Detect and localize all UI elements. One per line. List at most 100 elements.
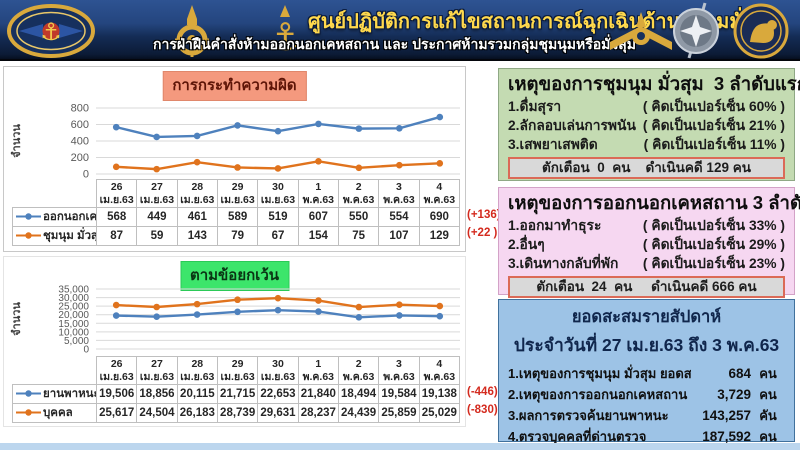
value-cell: 18,494 bbox=[337, 384, 380, 404]
summary-list: 1.เหตุของการชุมนุม มั่วสุม ยอดสะสมรวม 684… bbox=[508, 363, 785, 447]
y-tick-label: 35,000 bbox=[58, 285, 89, 296]
summary-unit: คน bbox=[759, 387, 777, 402]
value-cell: 19,138 bbox=[418, 384, 461, 404]
date-column-header: 30 เม.ย.63 bbox=[257, 356, 299, 385]
table-corner-cell bbox=[12, 179, 97, 208]
value-cell: 75 bbox=[337, 226, 380, 246]
table-row: บุคคล 25,617 24,504 26,183 28,739 29,631 28,23… bbox=[12, 403, 461, 423]
value-cell: 24,439 bbox=[337, 403, 380, 423]
curfew-reasons-panel: เหตุของการออกนอกเคหสถาน 3 ลำดับแรก 1.ออก… bbox=[498, 187, 800, 299]
value-cell: 589 bbox=[216, 207, 259, 227]
royal-thai-navy-emblem-icon: ⚓ bbox=[268, 5, 302, 58]
y-tick-label: 5,000 bbox=[64, 336, 89, 347]
reason-percent: ( คิดเป็นเปอร์เซ็น 23% ) bbox=[642, 256, 785, 272]
summary-row: 4.ตรวจบุคคลที่ด่านตรวจ 187,592 คน bbox=[508, 426, 785, 447]
reason-list: 1.ดื่มสุรา( คิดเป็นเปอร์เซ็น 60% ) 2.ลักล… bbox=[508, 97, 785, 154]
value-cell: 22,653 bbox=[257, 384, 299, 404]
value-cell: 24,504 bbox=[136, 403, 178, 423]
reason-label: 2.อื่นๆ bbox=[508, 237, 545, 253]
date-column-header: 2 พ.ค.63 bbox=[337, 356, 380, 385]
y-axis-label: จำนวน bbox=[10, 302, 23, 336]
summary-unit: คน bbox=[759, 429, 777, 444]
offences-chart-panel: การกระทำความผิด 0 200 400 600 800 จำนวน 26 เม.… bbox=[3, 66, 466, 252]
reason-item: 2.ลักลอบเล่นการพนัน ( คิดเป็นเปอร์เซ็น 21… bbox=[508, 116, 785, 135]
table-row: ชุมนุม มั่วสุม8759143796715475107129 bbox=[12, 226, 461, 246]
value-cell: 129 bbox=[418, 226, 461, 246]
table-corner-cell bbox=[12, 356, 97, 385]
reason-percent: ( คิดเป็นเปอร์เซ็น 60% ) bbox=[642, 99, 785, 115]
summary-label: 1.เหตุของการชุมนุม มั่วสุม ยอดสะสมรวม bbox=[508, 366, 691, 381]
y-tick-label: 30,000 bbox=[58, 293, 89, 304]
value-cell: 461 bbox=[176, 207, 218, 227]
value-cell: 26,183 bbox=[176, 403, 218, 423]
reason-percent: ( คิดเป็นเปอร์เซ็น 29% ) bbox=[642, 237, 785, 253]
value-cell: 79 bbox=[216, 226, 259, 246]
reason-label: 2.ลักลอบเล่นการพนัน bbox=[508, 118, 636, 134]
exemptions-data-table: 26 เม.ย.63 27 เม.ย.63 28 เม.ย.63 29 เม.ย.63 30 เม… bbox=[12, 356, 461, 423]
legend-marker-icon bbox=[16, 390, 41, 398]
legend-cell: ยานพาหนะ bbox=[12, 384, 97, 404]
summary-row: 3.ผลการตรวจค้นยานพาหนะ 143,257 คัน bbox=[508, 405, 785, 426]
date-column-header: 30 เม.ย.63 bbox=[257, 179, 299, 208]
y-tick-label: 0 bbox=[83, 345, 89, 356]
value-cell: 690 bbox=[418, 207, 461, 227]
value-cell: 519 bbox=[257, 207, 299, 227]
value-cell: 607 bbox=[297, 207, 339, 227]
summary-value: 143,257 bbox=[702, 408, 751, 423]
reason-item: 1.ดื่มสุรา ( คิดเป็นเปอร์เซ็น 60% ) bbox=[508, 97, 785, 116]
value-cell: 29,631 bbox=[257, 403, 299, 423]
reason-item: 1.ออกมาทำธุระ ( คิดเป็นเปอร์เซ็น 33% ) bbox=[508, 216, 785, 235]
value-cell: 20,115 bbox=[176, 384, 218, 404]
reason-item: 2.อื่นๆ ( คิดเป็นเปอร์เซ็น 29% ) bbox=[508, 235, 785, 254]
value-cell: 554 bbox=[378, 207, 420, 227]
header-banner: ⚓ ⚓ ศูนย์ปฏิบัติการแก้ไขสถานการณ์ฉุกเฉิน… bbox=[0, 0, 800, 61]
value-cell: 25,617 bbox=[95, 403, 138, 423]
summary-label: 4.ตรวจบุคคลที่ด่านตรวจ bbox=[508, 429, 647, 444]
reason-percent: ( คิดเป็นเปอร์เซ็น 21% ) bbox=[642, 118, 785, 134]
royal-thai-army-emblem-icon bbox=[175, 5, 209, 57]
y-tick-label: 10,000 bbox=[58, 327, 89, 338]
reason-label: 1.ออกมาทำธุระ bbox=[508, 218, 602, 234]
date-column-header: 4 พ.ค.63 bbox=[418, 179, 461, 208]
y-tick-label: 600 bbox=[71, 119, 89, 131]
reason-percent: ( คิดเป็นเปอร์เซ็น 11% ) bbox=[643, 137, 785, 153]
reason-list: 1.ออกมาทำธุระ( คิดเป็นเปอร์เซ็น 33% ) 2.อ… bbox=[508, 216, 785, 273]
value-cell: 87 bbox=[95, 226, 138, 246]
value-cell: 154 bbox=[297, 226, 339, 246]
legend-marker-icon bbox=[16, 213, 41, 221]
reason-label: 3.เดินทางกลับที่พัก bbox=[508, 256, 619, 272]
chart-title-badge: การกระทำความผิด bbox=[162, 71, 307, 101]
date-column-header: 28 เม.ย.63 bbox=[176, 356, 218, 385]
summary-row: 1.เหตุของการชุมนุม มั่วสุม ยอดสะสมรวม 684… bbox=[508, 363, 785, 384]
ministry-of-interior-emblem-icon bbox=[733, 3, 789, 59]
date-column-header: 3 พ.ค.63 bbox=[378, 356, 420, 385]
value-cell: 18,856 bbox=[136, 384, 178, 404]
weekly-delta-label: (-446) bbox=[467, 386, 498, 398]
date-column-header: 26 เม.ย.63 bbox=[95, 356, 138, 385]
table-row: ยานพาหนะ 19,506 18,856 20,115 21,715 22,653 21… bbox=[12, 384, 461, 404]
value-cell: 550 bbox=[337, 207, 380, 227]
y-tick-label: 400 bbox=[71, 136, 89, 148]
value-cell: 59 bbox=[136, 226, 178, 246]
value-cell: 21,840 bbox=[297, 384, 339, 404]
legend-cell: ออกนอกเคหสถาน bbox=[12, 207, 97, 227]
page-title: ศูนย์ปฏิบัติการแก้ไขสถานการณ์ฉุกเฉินด้าน… bbox=[308, 11, 780, 33]
value-cell: 568 bbox=[95, 207, 138, 227]
legend-marker-icon bbox=[16, 232, 41, 240]
panel-title: ยอดสะสมรายสัปดาห์ bbox=[571, 308, 722, 326]
reason-label: 3.เสพยาเสพติด bbox=[508, 137, 598, 153]
value-cell: 143 bbox=[176, 226, 218, 246]
date-column-header: 27 เม.ย.63 bbox=[136, 179, 178, 208]
page-subtitle: การฝ่าฝืนคำสั่งห้ามออกนอกเคหสถาน และ ประ… bbox=[152, 36, 636, 52]
summary-value: 684 bbox=[728, 366, 751, 381]
reason-percent: ( คิดเป็นเปอร์เซ็น 33% ) bbox=[642, 218, 785, 234]
summary-value: 3,729 bbox=[717, 387, 751, 402]
value-cell: 19,506 bbox=[95, 384, 138, 404]
value-cell: 67 bbox=[257, 226, 299, 246]
offences-line-chart: 0 200 400 600 800 จำนวน bbox=[10, 103, 460, 179]
table-header-row: 26 เม.ย.63 27 เม.ย.63 28 เม.ย.63 29 เม.ย.63 30 เม… bbox=[12, 179, 461, 208]
series-name: ยานพาหนะ bbox=[43, 388, 97, 400]
summary-value: 187,592 bbox=[702, 429, 751, 444]
table-header-row: 26 เม.ย.63 27 เม.ย.63 28 เม.ย.63 29 เม.ย.63 30 เม… bbox=[12, 356, 461, 385]
y-tick-label: 800 bbox=[71, 103, 89, 115]
